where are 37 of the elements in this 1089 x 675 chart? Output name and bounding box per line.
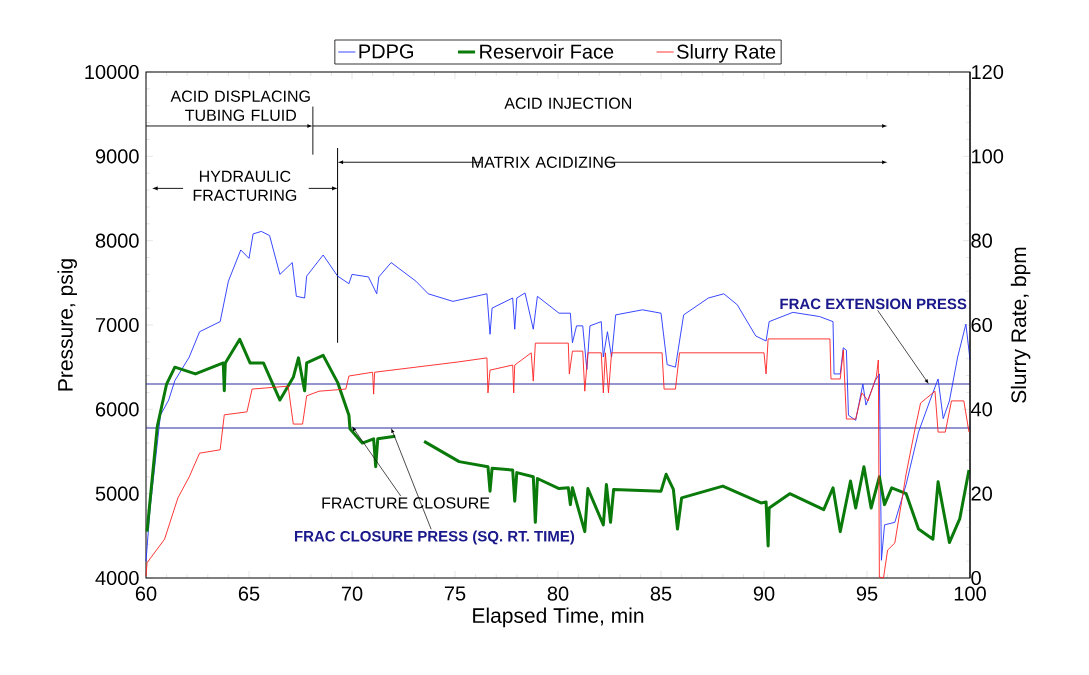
x-tick-label: 100 xyxy=(954,586,986,601)
line-series xyxy=(145,230,971,562)
y2-tick-label: 0 xyxy=(971,570,981,586)
annotation: ACID INJECTION xyxy=(504,97,631,109)
y2-axis-title: Slurry Rate, bpm xyxy=(1010,247,1031,403)
x-tick-label: 75 xyxy=(444,586,466,601)
y-tick-label: 4000 xyxy=(95,570,139,586)
annotation: FRACTURE CLOSURE xyxy=(322,497,490,509)
x-tick-label: 90 xyxy=(753,586,775,601)
y2-tick-label: 100 xyxy=(972,149,1004,164)
legend-label: PDPG xyxy=(359,44,413,59)
annotation: HYDRAULIC FRACTURING xyxy=(193,170,297,202)
y-axis-title: Pressure, psig xyxy=(57,259,77,391)
legend-label: Reservoir Face xyxy=(480,44,614,59)
y-tick-label: 10000 xyxy=(85,64,139,80)
legend-label: Slurry Rate xyxy=(677,44,776,63)
annotation: FRAC CLOSURE PRESS (SQ. RT. TIME) xyxy=(294,530,575,545)
y-tick-label: 7000 xyxy=(96,317,139,333)
annotation: ACID DISPLACING TUBING FLUID xyxy=(170,90,310,121)
y2-tick-label: 60 xyxy=(971,317,992,333)
x-tick-label: 85 xyxy=(650,586,672,601)
y2-tick-label: 40 xyxy=(971,402,992,417)
y2-tick-label: 120 xyxy=(972,64,1004,80)
y2-tick-label: 80 xyxy=(971,233,992,248)
y-tick-label: 5000 xyxy=(95,486,139,501)
y2-tick-label: 20 xyxy=(971,486,992,501)
y-tick-label: 9000 xyxy=(95,149,139,164)
annotation: FRAC EXTENSION PRESS xyxy=(780,298,967,310)
x-tick-label: 60 xyxy=(135,586,157,601)
x-axis-title: Elapsed Time, min xyxy=(473,607,644,628)
x-tick-label: 70 xyxy=(341,586,363,601)
annotation: MATRIX ACIDIZING xyxy=(472,156,616,168)
y-tick-label: 6000 xyxy=(96,402,139,417)
y-tick-label: 8000 xyxy=(95,233,139,248)
x-tick-label: 65 xyxy=(238,586,260,601)
x-tick-label: 95 xyxy=(856,586,878,601)
x-tick-label: 80 xyxy=(547,586,569,601)
